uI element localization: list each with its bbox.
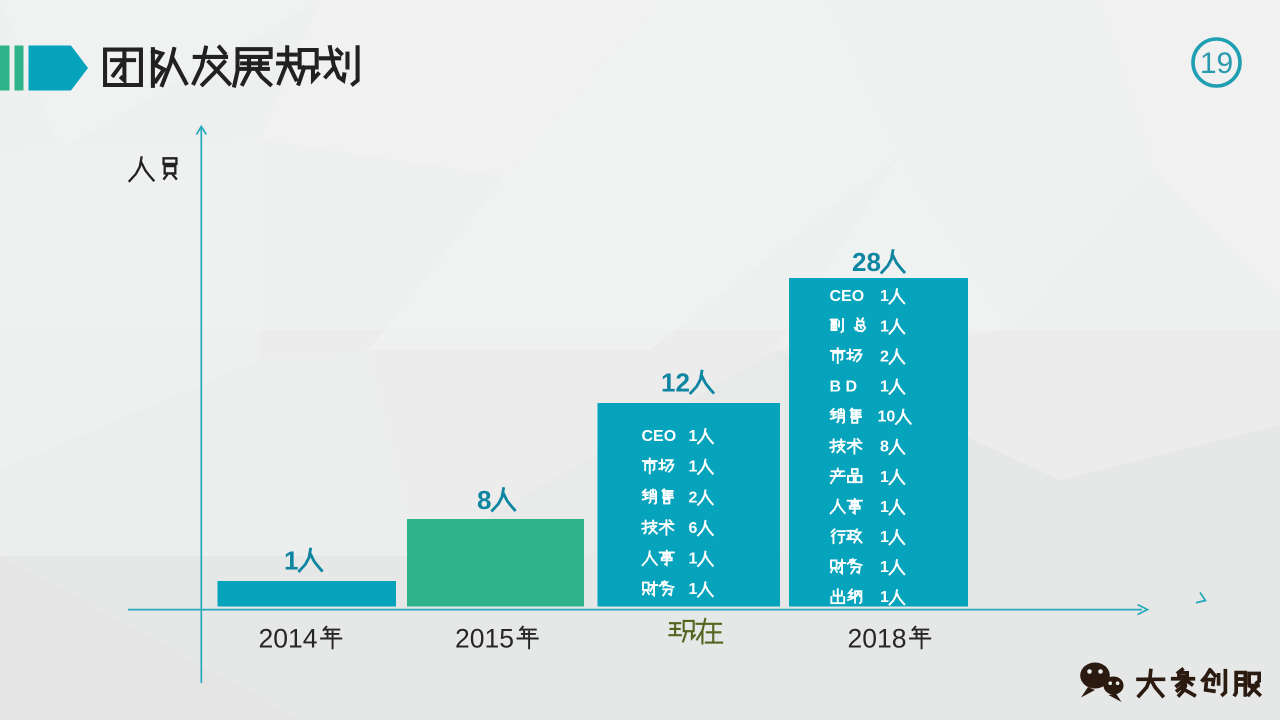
svg-text:2: 2	[689, 489, 698, 506]
svg-text:28: 28	[852, 247, 881, 277]
svg-text:12: 12	[661, 368, 690, 398]
svg-text:2015: 2015	[455, 624, 514, 654]
svg-text:8: 8	[477, 485, 491, 515]
svg-text:1: 1	[689, 581, 698, 598]
svg-text:CEO: CEO	[642, 428, 677, 445]
svg-text:1: 1	[880, 589, 889, 606]
svg-text:1: 1	[880, 288, 889, 305]
svg-text:19: 19	[1200, 47, 1233, 80]
svg-text:1: 1	[880, 469, 889, 486]
svg-text:1: 1	[880, 499, 889, 516]
svg-text:8: 8	[880, 439, 889, 456]
svg-text:1: 1	[689, 551, 698, 568]
svg-text:1: 1	[689, 459, 698, 476]
svg-text:2014: 2014	[259, 624, 318, 654]
svg-text:1: 1	[880, 529, 889, 546]
svg-text:CEO: CEO	[830, 288, 865, 305]
svg-text:1: 1	[284, 546, 298, 576]
svg-text:1: 1	[880, 559, 889, 576]
svg-text:1: 1	[689, 428, 698, 445]
svg-text:2: 2	[880, 348, 889, 365]
svg-text:1: 1	[880, 318, 889, 335]
svg-text:1: 1	[880, 379, 889, 396]
svg-text:10: 10	[878, 409, 896, 426]
svg-text:6: 6	[689, 520, 698, 537]
svg-text:B D: B D	[830, 379, 858, 396]
svg-text:2018: 2018	[848, 624, 907, 654]
